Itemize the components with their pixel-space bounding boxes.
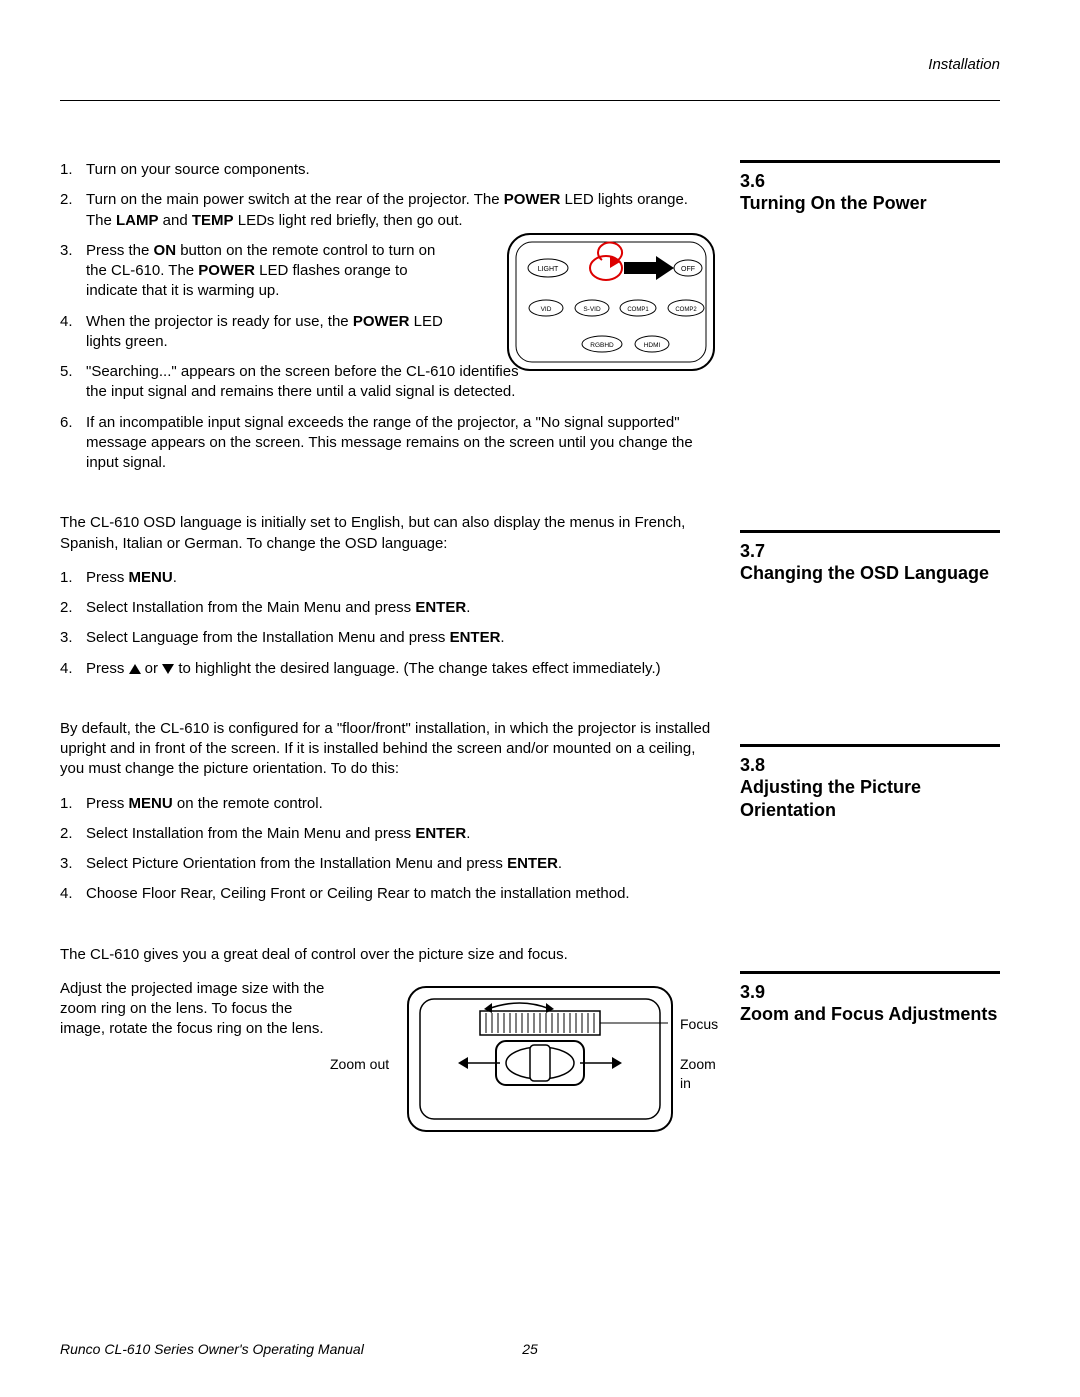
svg-text:OFF: OFF xyxy=(681,266,695,273)
footer: Runco CL-610 Series Owner's Operating Ma… xyxy=(60,1341,1000,1357)
up-triangle-icon xyxy=(129,664,141,674)
section-head-3-7: 3.7 Changing the OSD Language xyxy=(740,530,1000,585)
t: Choose Floor Rear, Ceiling Front or Ceil… xyxy=(86,885,630,902)
header-label: Installation xyxy=(928,56,1000,73)
section-head-3-6: 3.6 Turning On the Power xyxy=(740,160,1000,215)
side-column: 3.6 Turning On the Power 3.7 Changing th… xyxy=(740,160,1000,1189)
footer-title: Runco CL-610 Series Owner's Operating Ma… xyxy=(60,1341,364,1357)
steps-3-7: Press MENU. Select Installation from the… xyxy=(60,568,716,679)
step: Turn on the main power switch at the rea… xyxy=(60,190,716,231)
para: Adjust the projected image size with the… xyxy=(60,979,340,1040)
step: "Searching..." appears on the screen bef… xyxy=(60,362,520,403)
zoomin-label: Zoom in xyxy=(680,1055,716,1093)
t: . xyxy=(558,855,562,872)
svg-text:S-VID: S-VID xyxy=(583,306,601,313)
remote-diagram: LIGHT OFF VID S-VID COMP1 COMP2 xyxy=(506,232,716,372)
svg-text:VID: VID xyxy=(541,306,552,313)
t: ENTER xyxy=(415,825,466,842)
sec-num: 3.9 xyxy=(740,982,1000,1003)
t: Select Language from the Installation Me… xyxy=(86,629,450,646)
t: or xyxy=(141,660,163,677)
main-column: Turn on your source components. Turn on … xyxy=(60,160,716,1189)
step: Press MENU on the remote control. xyxy=(60,794,716,814)
t: POWER xyxy=(353,313,410,330)
svg-text:COMP2: COMP2 xyxy=(675,307,697,313)
section-3-6: Turn on your source components. Turn on … xyxy=(60,160,716,473)
t: LEDs light red briefly, then go out. xyxy=(234,212,463,229)
t: Press xyxy=(86,660,129,677)
down-triangle-icon xyxy=(162,664,174,674)
t: ENTER xyxy=(415,599,466,616)
sec-num: 3.8 xyxy=(740,755,1000,776)
section-3-9: The CL-610 gives you a great deal of con… xyxy=(60,945,716,1149)
sec-title: Turning On the Power xyxy=(740,192,1000,215)
step: Press the ON button on the remote contro… xyxy=(60,241,450,302)
focus-label: Focus xyxy=(680,1015,718,1034)
step: When the projector is ready for use, the… xyxy=(60,312,450,353)
sec-title: Changing the OSD Language xyxy=(740,562,1000,585)
t: MENU xyxy=(129,795,173,812)
svg-text:RGBHD: RGBHD xyxy=(590,342,614,349)
top-rule xyxy=(60,100,1000,101)
para: By default, the CL-610 is configured for… xyxy=(60,719,716,780)
sec-title: Adjusting the Picture Orientation xyxy=(740,776,1000,821)
t: POWER xyxy=(198,262,255,279)
step: Choose Floor Rear, Ceiling Front or Ceil… xyxy=(60,884,716,904)
t: . xyxy=(500,629,504,646)
btn-light: LIGHT xyxy=(538,266,559,273)
t: Select Picture Orientation from the Inst… xyxy=(86,855,507,872)
t: TEMP xyxy=(192,212,234,229)
t: ON xyxy=(154,242,177,259)
t: When the projector is ready for use, the xyxy=(86,313,353,330)
footer-page: 25 xyxy=(522,1341,538,1357)
t: LAMP xyxy=(116,212,159,229)
step: Press MENU. xyxy=(60,568,716,588)
step: Turn on your source components. xyxy=(60,160,716,180)
steps-3-8: Press MENU on the remote control. Select… xyxy=(60,794,716,905)
t: . xyxy=(173,569,177,586)
section-head-3-9: 3.9 Zoom and Focus Adjustments xyxy=(740,971,1000,1026)
t: . xyxy=(466,599,470,616)
step: Select Installation from the Main Menu a… xyxy=(60,598,716,618)
t: ENTER xyxy=(507,855,558,872)
t: Press xyxy=(86,795,129,812)
sec-title: Zoom and Focus Adjustments xyxy=(740,1003,1000,1026)
t: and xyxy=(159,212,192,229)
t: If an incompatible input signal exceeds … xyxy=(86,414,693,472)
sec-num: 3.7 xyxy=(740,541,1000,562)
step-text: Turn on your source components. xyxy=(86,161,310,178)
t: POWER xyxy=(504,191,561,208)
section-3-7: The CL-610 OSD language is initially set… xyxy=(60,513,716,679)
step: Select Installation from the Main Menu a… xyxy=(60,824,716,844)
t: Select Installation from the Main Menu a… xyxy=(86,825,415,842)
step: Select Picture Orientation from the Inst… xyxy=(60,854,716,874)
t: ENTER xyxy=(450,629,501,646)
para: The CL-610 OSD language is initially set… xyxy=(60,513,716,554)
t: . xyxy=(466,825,470,842)
sec-num: 3.6 xyxy=(740,171,1000,192)
t: "Searching..." appears on the screen bef… xyxy=(86,363,519,400)
t: Select Installation from the Main Menu a… xyxy=(86,599,415,616)
t: Press xyxy=(86,569,129,586)
t: on the remote control. xyxy=(173,795,323,812)
t: Turn on the main power switch at the rea… xyxy=(86,191,504,208)
t: Press the xyxy=(86,242,154,259)
step: If an incompatible input signal exceeds … xyxy=(60,413,716,474)
zoomout-label: Zoom out xyxy=(330,1055,389,1074)
t: MENU xyxy=(129,569,173,586)
section-3-8: By default, the CL-610 is configured for… xyxy=(60,719,716,905)
lens-diagram xyxy=(400,979,680,1139)
section-head-3-8: 3.8 Adjusting the Picture Orientation xyxy=(740,744,1000,821)
step: Press or to highlight the desired langua… xyxy=(60,659,716,679)
step: Select Language from the Installation Me… xyxy=(60,628,716,648)
para: The CL-610 gives you a great deal of con… xyxy=(60,945,716,965)
svg-text:COMP1: COMP1 xyxy=(627,307,649,313)
svg-text:HDMI: HDMI xyxy=(644,342,661,349)
t: to highlight the desired language. (The … xyxy=(174,660,660,677)
